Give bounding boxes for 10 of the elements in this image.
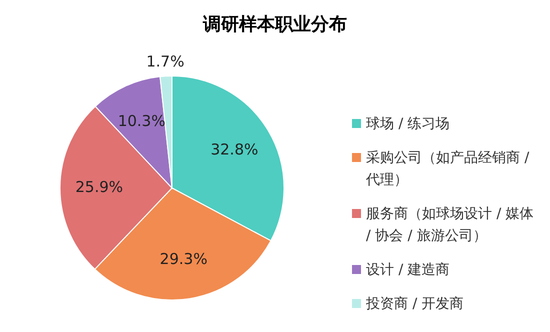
legend-label: 设计 / 建造商 — [366, 262, 450, 278]
data-label: 29.3% — [160, 250, 208, 268]
data-label: 32.8% — [210, 140, 258, 159]
data-label: 25.9% — [75, 178, 124, 196]
chart-title: 调研样本职业分布 — [202, 14, 347, 35]
legend-label: 球场 / 练习场 — [366, 116, 450, 132]
legend-label: 服务商（如球场设计 / 媒体 / 协会 / 旅游公司） — [366, 206, 538, 244]
data-label: 1.7% — [146, 52, 184, 70]
legend-label: 采购公司（如产品经销商 / 代理） — [365, 150, 534, 188]
legend-label: 投资商 / 开发商 — [365, 296, 464, 312]
